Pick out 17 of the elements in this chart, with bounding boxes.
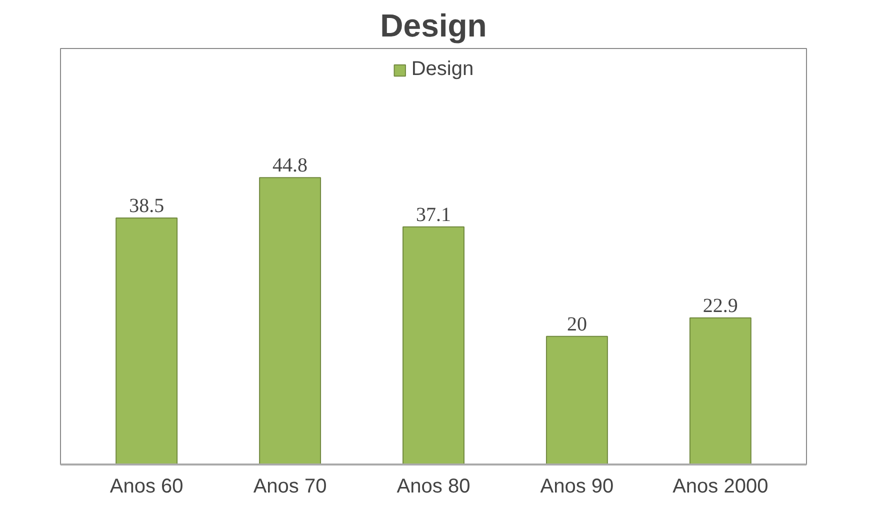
data-label: 44.8 — [272, 154, 308, 177]
data-label: 20 — [566, 313, 587, 336]
bar — [259, 177, 322, 464]
data-label: 38.5 — [129, 194, 164, 217]
x-tick-label: Anos 2000 — [672, 476, 768, 498]
bar — [689, 317, 752, 464]
data-label: 37.1 — [416, 204, 451, 226]
data-label: 22.9 — [702, 294, 738, 317]
x-tick-label: Anos 70 — [253, 476, 327, 498]
x-tick-label: Anos 80 — [396, 476, 470, 498]
x-tick-label: Anos 60 — [110, 476, 184, 498]
legend-label: Design — [411, 58, 474, 81]
bar — [546, 336, 608, 464]
chart-title: Design — [380, 8, 487, 44]
x-tick-label: Anos 90 — [540, 476, 614, 498]
bar — [402, 226, 464, 464]
bar — [116, 217, 178, 464]
